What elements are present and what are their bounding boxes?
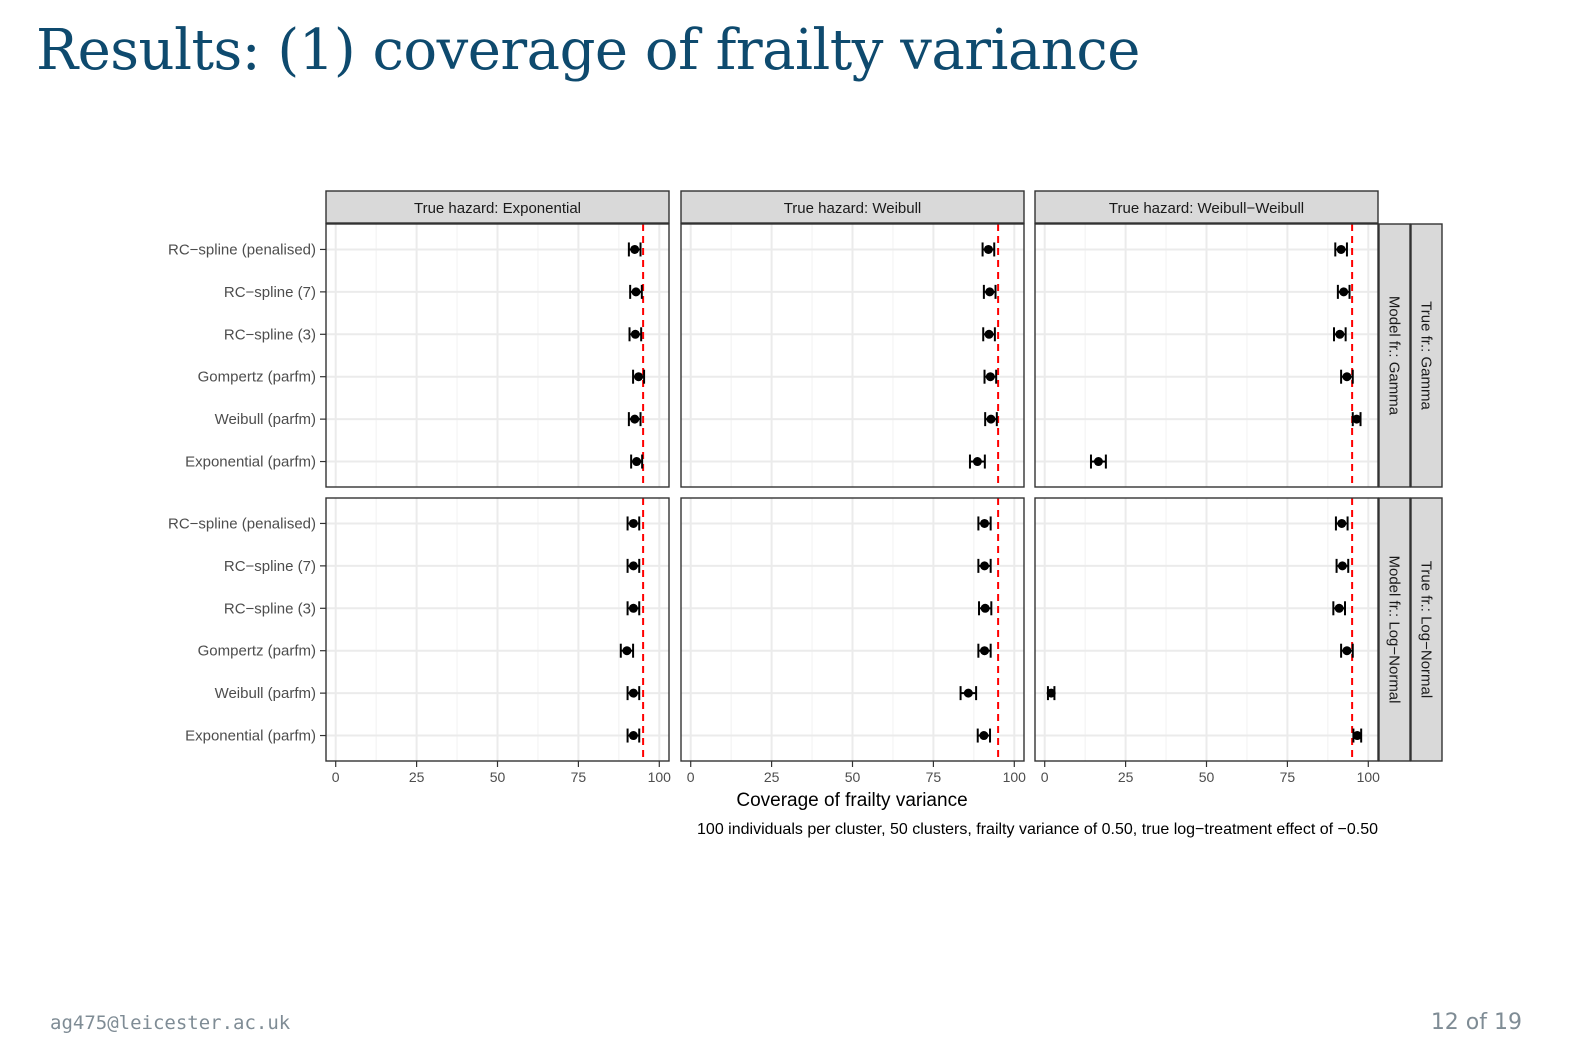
x-tick-label: 25	[764, 769, 780, 785]
col-strip	[325, 190, 670, 224]
point-estimate	[630, 329, 640, 339]
point-estimate	[634, 372, 644, 382]
x-tick-label: 25	[409, 769, 425, 785]
x-tick-label: 75	[926, 769, 942, 785]
point-estimate	[980, 561, 990, 571]
x-tick-label: 0	[1041, 769, 1049, 785]
footer-email: ag475@leicester.ac.uk	[50, 1012, 291, 1034]
row-strip-inner	[1378, 223, 1411, 488]
x-tick-label: 50	[845, 769, 861, 785]
point-estimate	[972, 457, 982, 467]
panel-border	[1034, 223, 1379, 488]
point-estimate	[628, 561, 638, 571]
point-estimate	[622, 646, 632, 656]
slide-title: Results: (1) coverage of frailty varianc…	[36, 18, 1140, 83]
y-tick-label: Exponential (parfm)	[185, 728, 316, 745]
row-strip-outer-label: True fr.: Log−Normal	[1418, 561, 1435, 698]
row-strip-inner-label: Model fr.: Gamma	[1386, 296, 1403, 416]
point-estimate	[1336, 244, 1346, 254]
y-tick-label: RC−spline (7)	[224, 558, 316, 575]
y-tick-label: RC−spline (penalised)	[168, 515, 316, 532]
row-strip-inner-label: Model fr.: Log−Normal	[1386, 556, 1403, 704]
x-tick-label: 100	[648, 769, 672, 785]
point-estimate	[632, 457, 642, 467]
x-tick-label: 0	[687, 769, 695, 785]
point-estimate	[1352, 414, 1362, 424]
y-tick-label: Weibull (parfm)	[215, 411, 316, 428]
x-tick-label: 75	[1280, 769, 1296, 785]
point-estimate	[628, 731, 638, 741]
point-estimate	[1335, 329, 1345, 339]
point-estimate	[980, 518, 990, 528]
point-estimate	[1334, 603, 1344, 613]
panel-border	[680, 223, 1025, 488]
point-estimate	[1352, 731, 1362, 741]
point-estimate	[630, 414, 640, 424]
point-estimate	[1342, 646, 1352, 656]
row-strip-outer	[1410, 223, 1443, 488]
y-tick-label: RC−spline (penalised)	[168, 241, 316, 258]
col-strip-label: True hazard: Weibull	[784, 200, 922, 217]
point-estimate	[630, 244, 640, 254]
point-estimate	[1342, 372, 1352, 382]
x-tick-label: 0	[332, 769, 340, 785]
row-strip-outer	[1410, 497, 1443, 762]
page-number: 12 of 19	[1430, 1010, 1522, 1035]
x-tick-label: 50	[1199, 769, 1215, 785]
point-estimate	[1337, 518, 1347, 528]
point-estimate	[1093, 457, 1103, 467]
y-tick-label: Gompertz (parfm)	[198, 643, 316, 660]
row-strip-inner	[1378, 497, 1411, 762]
point-estimate	[1339, 287, 1349, 297]
x-tick-label: 50	[490, 769, 506, 785]
point-estimate	[985, 287, 995, 297]
x-tick-label: 100	[1357, 769, 1381, 785]
point-estimate	[980, 603, 990, 613]
x-tick-label: 25	[1118, 769, 1134, 785]
point-estimate	[628, 603, 638, 613]
panel-border	[325, 223, 670, 488]
y-tick-label: Exponential (parfm)	[185, 454, 316, 471]
y-tick-label: RC−spline (3)	[224, 326, 316, 343]
x-tick-label: 75	[571, 769, 587, 785]
x-axis-title: Coverage of frailty variance	[736, 790, 967, 811]
point-estimate	[631, 287, 641, 297]
col-strip	[1034, 190, 1379, 224]
point-estimate	[1046, 688, 1056, 698]
point-estimate	[985, 372, 995, 382]
y-tick-label: Weibull (parfm)	[215, 685, 316, 702]
row-strip-outer-label: True fr.: Gamma	[1418, 301, 1435, 410]
point-estimate	[1337, 561, 1347, 571]
point-estimate	[963, 688, 973, 698]
y-tick-label: RC−spline (3)	[224, 600, 316, 617]
chart-caption: 100 individuals per cluster, 50 clusters…	[697, 821, 1378, 838]
point-estimate	[983, 244, 993, 254]
x-tick-label: 100	[1003, 769, 1027, 785]
col-strip-label: True hazard: Exponential	[414, 200, 581, 217]
point-estimate	[980, 646, 990, 656]
y-tick-label: RC−spline (7)	[224, 284, 316, 301]
point-estimate	[984, 329, 994, 339]
point-estimate	[628, 518, 638, 528]
point-estimate	[986, 414, 996, 424]
col-strip	[680, 190, 1025, 224]
point-estimate	[628, 688, 638, 698]
col-strip-label: True hazard: Weibull−Weibull	[1109, 200, 1304, 217]
point-estimate	[979, 731, 989, 741]
y-tick-label: Gompertz (parfm)	[198, 369, 316, 386]
